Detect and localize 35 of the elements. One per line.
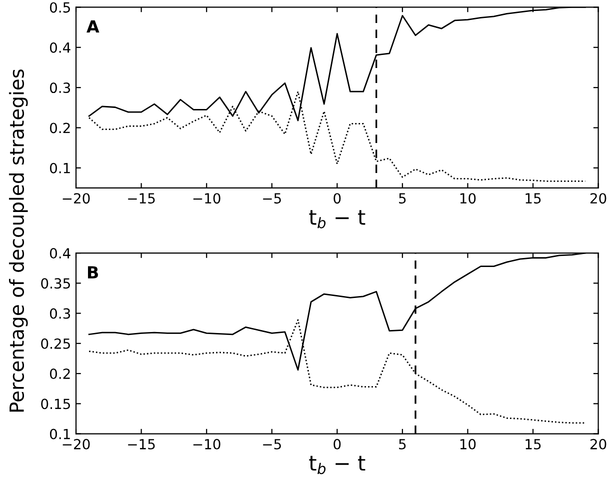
x-tick-label: 5 — [399, 193, 406, 204]
y-tick-label: 0.3 — [50, 308, 70, 319]
x-axis-title: t$_{b}$ − t — [309, 456, 366, 474]
x-tick-label: −10 — [193, 193, 220, 204]
x-tick-label: 20 — [590, 438, 606, 450]
x-axis-title: t$_{b}$ − t — [309, 210, 366, 228]
x-tick-label: −15 — [128, 439, 155, 450]
y-tick-label: 0.25 — [41, 338, 70, 349]
x-tick-label: 20 — [590, 193, 606, 204]
x-tick-label: 10 — [460, 193, 476, 204]
x-tick-label: −20 — [62, 193, 90, 204]
x-tick-label: −15 — [128, 193, 155, 204]
x-tick-label: −20 — [62, 438, 90, 450]
y-axis-title: Percentage of decoupled strategies — [8, 69, 28, 412]
x-tick-label: 15 — [526, 439, 541, 450]
x-tick-label: −10 — [193, 438, 220, 450]
x-tick-label: −5 — [263, 439, 281, 450]
x-tick-label: 5 — [399, 439, 406, 450]
x-tick-label: 10 — [460, 438, 476, 450]
x-tick-label: 15 — [526, 193, 541, 204]
y-tick-label: 0.1 — [50, 428, 70, 440]
y-tick-label: 0.15 — [41, 398, 70, 410]
y-tick-label: 0.3 — [50, 82, 70, 94]
annotation: A — [86, 20, 100, 33]
x-tick-label: −5 — [263, 193, 281, 204]
y-tick-label: 0.2 — [50, 368, 70, 380]
y-tick-label: 0.35 — [41, 278, 70, 289]
annotation: B — [88, 266, 98, 278]
y-tick-label: 0.4 — [50, 42, 70, 53]
y-tick-label: 0.5 — [50, 2, 70, 13]
y-tick-label: 0.2 — [50, 122, 70, 134]
x-tick-label: 0 — [334, 438, 341, 450]
x-tick-label: 0 — [334, 193, 341, 204]
y-tick-label: 0.1 — [50, 162, 70, 174]
y-tick-label: 0.4 — [50, 248, 70, 259]
